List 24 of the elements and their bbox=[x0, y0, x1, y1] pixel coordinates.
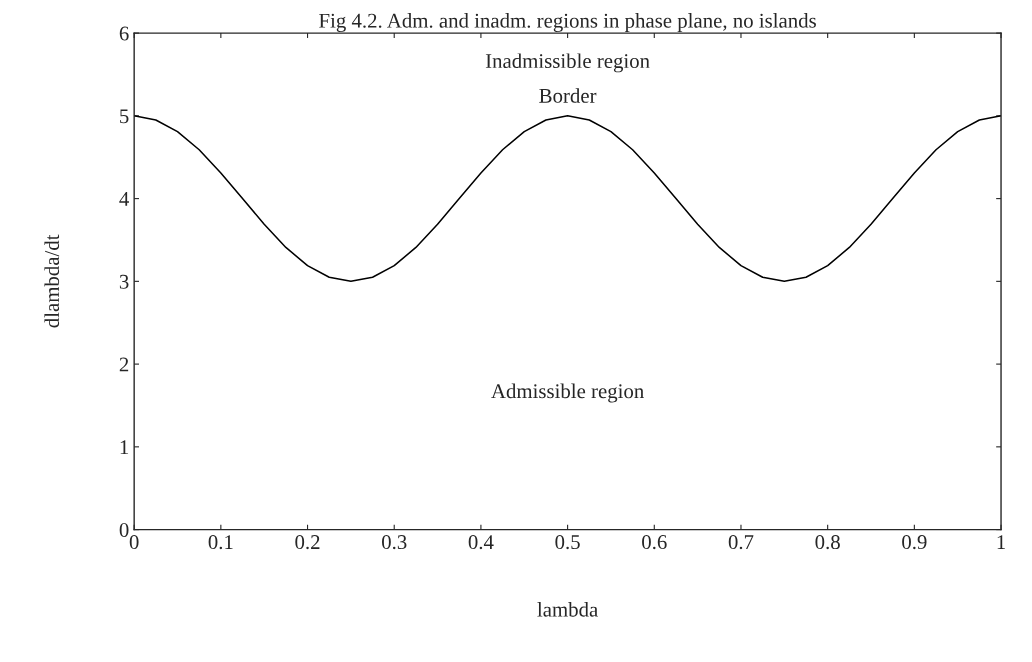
x-tick-label: 0.8 bbox=[815, 535, 840, 550]
chart-title: Fig 4.2. Adm. and inadm. regions in phase plane, no islands bbox=[319, 13, 816, 33]
y-tick-label: 1 bbox=[120, 440, 129, 455]
y-tick-label: 6 bbox=[119, 26, 129, 41]
annotation: Inadmissible region bbox=[485, 53, 650, 73]
x-axis-title: lambda bbox=[537, 601, 598, 617]
x-tick-label: 0.3 bbox=[382, 535, 407, 550]
x-tick-label: 0.4 bbox=[468, 535, 494, 550]
x-tick-label: 0.7 bbox=[728, 535, 754, 550]
y-tick-label: 3 bbox=[119, 274, 129, 289]
y-tick-label: 0 bbox=[119, 522, 129, 538]
x-tick-label: 0.6 bbox=[642, 535, 667, 550]
y-tick-label: 2 bbox=[119, 357, 129, 372]
annotation: Border bbox=[539, 88, 597, 103]
x-tick-label: 0.2 bbox=[295, 535, 320, 550]
y-tick-label: 4 bbox=[119, 192, 129, 206]
line-series bbox=[134, 115, 1002, 283]
annotation: Admissible region bbox=[491, 383, 644, 403]
y-axis-title: dlambda/dt bbox=[44, 234, 60, 328]
x-tick-label: 1 bbox=[997, 535, 1005, 549]
x-tick-label: 0.9 bbox=[902, 535, 927, 550]
x-tick-label: 0.5 bbox=[555, 535, 580, 550]
x-tick-label: 0.1 bbox=[208, 535, 233, 550]
y-tick-label: 5 bbox=[120, 109, 129, 124]
